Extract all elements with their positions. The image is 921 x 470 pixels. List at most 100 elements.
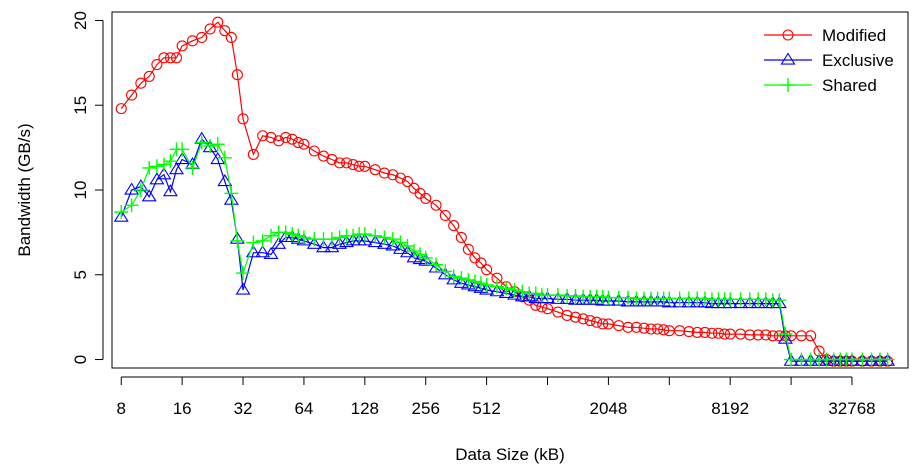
legend-item-exclusive: Exclusive [764,51,894,70]
point-modified-1408 [569,311,582,323]
point-exclusive-4608 [672,295,688,308]
point-modified-288 [430,199,442,211]
series-layer [113,16,896,367]
point-exclusive-2304 [611,293,627,306]
point-exclusive-2560 [620,294,636,307]
point-modified-192 [394,172,407,184]
point-modified-320 [439,209,451,221]
point-exclusive-14336 [771,296,787,309]
point-exclusive-72 [306,236,322,249]
point-modified-56 [286,133,298,145]
point-shared-32 [236,266,251,281]
legend-item-shared: Shared [764,76,877,95]
point-shared-13 [156,157,171,172]
legend-marker-exclusive [780,52,796,65]
series-line-shared [120,141,888,361]
point-shared-160 [377,230,392,245]
point-shared-176 [385,232,400,247]
point-shared-640 [499,281,514,296]
series-shared [114,135,895,367]
point-modified-72 [308,145,320,157]
x-axis: 8 16 32 64 128 256 512 2048 8192 32768 [117,376,876,418]
point-modified-48 [273,135,285,147]
x-tick-label-128: 128 [351,399,379,418]
point-modified-26 [219,25,231,37]
point-modified-6656 [706,327,718,339]
point-modified-1024 [541,303,554,315]
series-modified [115,16,894,367]
point-modified-13312 [767,330,779,342]
point-modified-16 [176,40,188,52]
point-modified-7680 [718,328,731,340]
point-exclusive-6144 [697,295,713,308]
point-modified-112 [347,159,359,171]
point-modified-352 [448,220,460,232]
point-modified-120 [353,160,365,172]
point-shared-112 [346,228,361,243]
y-axis-label: Bandwidth (GB/s) [15,123,34,256]
point-modified-2048 [602,318,614,330]
point-exclusive-5120 [681,295,697,308]
point-exclusive-5632 [689,295,705,308]
point-exclusive-16 [174,151,190,165]
point-shared-288 [429,257,444,272]
x-tick-label-256: 256 [412,399,440,418]
x-tick-label-32: 32 [234,399,253,418]
point-shared-896 [528,286,543,301]
point-shared-9 [124,198,139,213]
point-exclusive-9216 [733,296,749,309]
point-modified-24 [212,16,224,28]
plot-frame [111,11,909,369]
point-exclusive-10240 [742,296,758,309]
point-exclusive-15360 [777,331,793,344]
point-exclusive-144 [367,235,383,248]
point-exclusive-128 [357,233,373,246]
legend-item-modified: Modified [764,26,886,45]
point-modified-4608 [674,325,686,337]
point-exclusive-28 [223,192,239,205]
point-shared-12 [149,159,164,174]
point-modified-104 [341,157,353,169]
point-shared-16 [175,142,190,157]
y-axis: 0 5 10 15 20 [71,11,104,364]
point-modified-88 [326,153,338,166]
x-axis-label: Data Size (kB) [455,445,565,464]
point-shared-352 [446,269,461,284]
point-shared-60 [291,228,306,243]
point-modified-128 [359,160,371,172]
point-modified-20480 [805,330,817,342]
point-exclusive-576 [489,284,505,297]
point-modified-12288 [760,329,772,341]
point-modified-160 [378,167,390,179]
point-shared-22 [203,138,218,153]
point-modified-1792 [591,316,603,328]
point-modified-3584 [652,323,664,335]
point-exclusive-13 [156,167,172,180]
point-exclusive-44 [263,246,279,259]
point-exclusive-1280 [559,291,575,304]
point-exclusive-26 [217,173,233,187]
point-modified-40 [257,130,269,142]
point-shared-88 [324,232,339,247]
point-modified-8 [115,103,127,115]
point-modified-30 [231,69,243,81]
point-shared-49152 [880,352,895,367]
point-exclusive-11 [141,189,157,202]
point-exclusive-160 [376,236,392,249]
point-shared-14336 [772,293,787,308]
legend-label-modified: Modified [822,26,886,45]
point-shared-768 [515,284,530,299]
point-exclusive-48 [271,236,287,249]
point-modified-11 [143,70,155,82]
point-modified-18432 [795,330,807,342]
point-modified-12 [151,59,163,71]
point-modified-14 [164,52,176,64]
point-modified-1664 [584,314,596,327]
series-line-exclusive [120,137,888,362]
point-exclusive-2048 [600,293,616,306]
point-exclusive-416 [460,277,476,290]
point-shared-52 [278,225,293,240]
point-shared-1152 [550,288,565,303]
point-exclusive-64 [296,233,312,246]
